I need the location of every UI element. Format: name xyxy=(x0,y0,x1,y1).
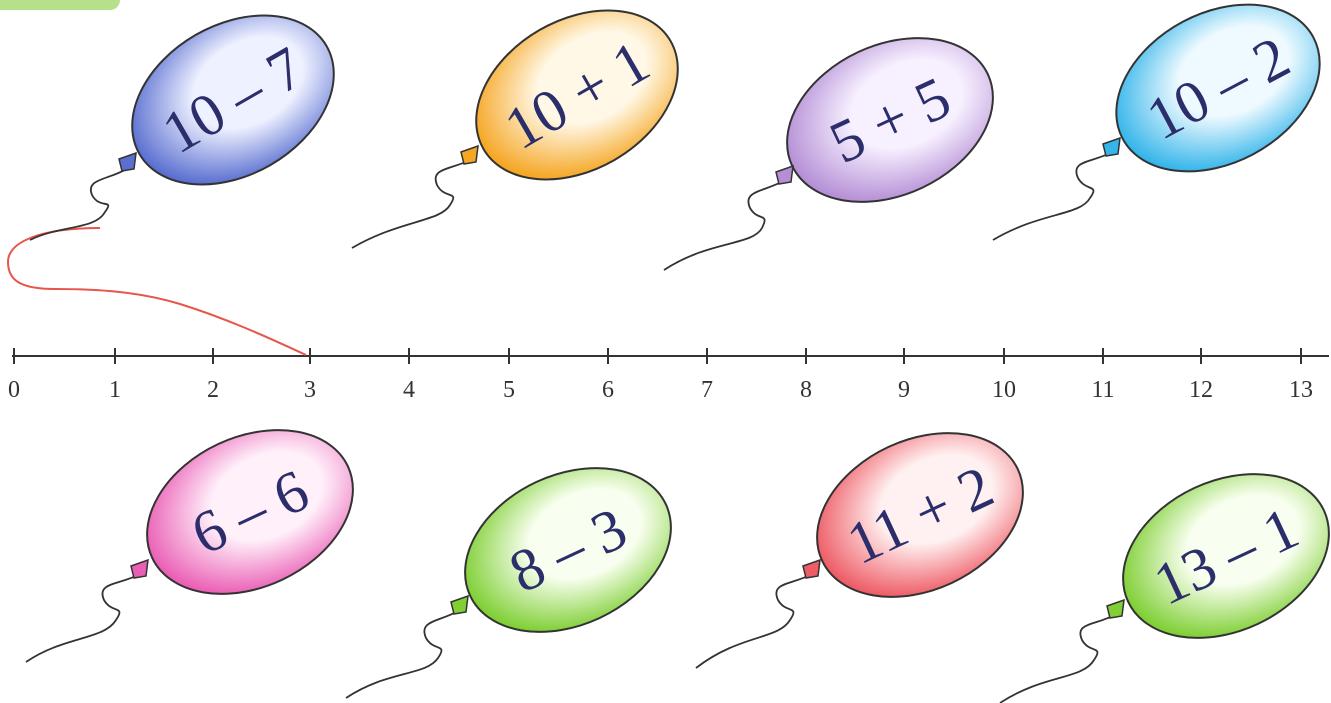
balloon-body xyxy=(475,9,679,181)
tick-label: 2 xyxy=(207,377,219,403)
tick-label: 0 xyxy=(8,377,20,403)
balloon[interactable]: 10 – 7 xyxy=(29,0,364,241)
balloon-knot xyxy=(1106,598,1125,619)
tick-label: 6 xyxy=(602,377,614,403)
balloon-string xyxy=(999,613,1117,703)
tick-label: 1 xyxy=(109,377,121,403)
number-line: 0 1 2 3 4 5 6 7 8 9 10 11 12 13 xyxy=(8,348,1329,403)
balloon-string xyxy=(351,159,471,249)
balloon[interactable]: 10 + 1 xyxy=(351,0,708,249)
balloon-knot xyxy=(450,594,469,615)
balloon[interactable]: 10 – 2 xyxy=(992,0,1331,241)
tick-label: 10 xyxy=(992,377,1016,403)
answer-line[interactable] xyxy=(6,227,307,356)
tick-label: 12 xyxy=(1189,377,1213,403)
balloon-string xyxy=(663,179,786,271)
balloon-body xyxy=(1115,3,1321,173)
tick-label: 8 xyxy=(800,377,812,403)
tick-label: 13 xyxy=(1289,377,1313,403)
balloon[interactable]: 11 + 2 xyxy=(695,401,1050,669)
balloon[interactable]: 8 – 3 xyxy=(345,436,698,699)
balloon[interactable]: 6 – 6 xyxy=(25,398,380,663)
balloon-knot xyxy=(460,144,479,165)
tick-label: 3 xyxy=(304,377,316,403)
balloon-body xyxy=(464,467,672,633)
balloon-knot xyxy=(1102,136,1121,157)
balloon-string xyxy=(695,573,813,669)
tick-label: 5 xyxy=(503,377,515,403)
corner-tab xyxy=(0,0,120,10)
tick-label: 7 xyxy=(701,377,713,403)
balloon-knot xyxy=(802,558,821,579)
balloon-string xyxy=(25,573,141,663)
balloon-string xyxy=(29,167,129,241)
number-line-ticks: 0 1 2 3 4 5 6 7 8 9 10 11 12 13 xyxy=(8,348,1313,403)
balloon-body xyxy=(146,429,354,595)
balloon[interactable]: 13 – 1 xyxy=(999,442,1331,703)
tick-label: 4 xyxy=(403,377,415,403)
balloon-body xyxy=(1122,473,1330,639)
balloon[interactable]: 5 + 5 xyxy=(663,6,1020,271)
tick-label: 11 xyxy=(1091,377,1114,403)
balloon-string xyxy=(345,609,461,699)
tick-label: 9 xyxy=(898,377,910,403)
balloon-knot xyxy=(775,164,794,185)
balloon-body xyxy=(131,14,335,186)
balloon-string xyxy=(992,151,1113,241)
balloon-knot xyxy=(130,558,149,579)
balloon-knot xyxy=(118,151,137,172)
balloon-body xyxy=(816,432,1024,598)
